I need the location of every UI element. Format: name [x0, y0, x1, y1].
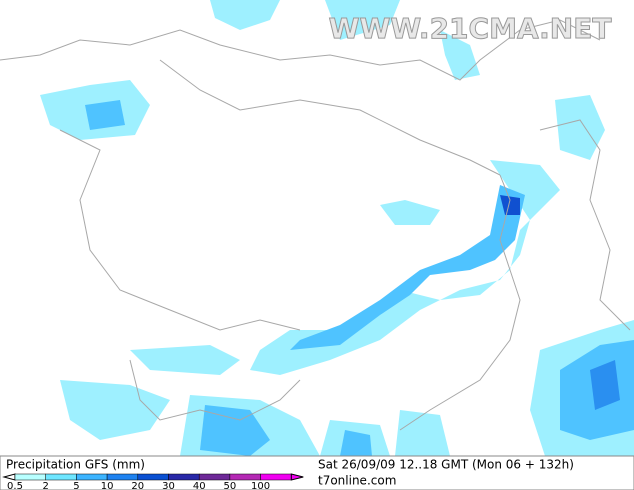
legend-label: 10: [101, 481, 114, 490]
legend-swatch: [198, 473, 231, 481]
legend-label: 100: [251, 481, 270, 490]
precipitation-areas: [40, 0, 634, 456]
valid-time: Sat 26/09/09 12..18 GMT (Mon 06 + 132h): [318, 458, 574, 472]
footer: [0, 455, 634, 490]
legend-swatch: [229, 473, 261, 481]
legend: 0.5 2 5 10 20 30 40 50 100: [2, 473, 304, 490]
legend-label: 2: [43, 481, 49, 490]
legend-label: 0.5: [7, 481, 23, 490]
legend-label: 30: [162, 481, 175, 490]
legend-swatch: [137, 473, 169, 481]
source: t7online.com: [318, 474, 396, 488]
legend-label: 5: [73, 481, 79, 490]
legend-swatch: [45, 473, 77, 481]
borders: [0, 19, 631, 431]
legend-label: 40: [193, 481, 206, 490]
legend-label: 50: [224, 481, 237, 490]
map-area: [0, 0, 634, 456]
legend-label: 20: [131, 481, 144, 490]
legend-swatch: [14, 473, 46, 481]
legend-end: [290, 473, 304, 481]
watermark: WWW.21CMA.NET: [329, 12, 612, 45]
legend-swatch: [106, 473, 139, 481]
legend-swatch: [260, 473, 292, 481]
legend-swatch: [76, 473, 108, 481]
legend-title: Precipitation GFS (mm): [6, 458, 145, 472]
legend-swatch: [168, 473, 200, 481]
